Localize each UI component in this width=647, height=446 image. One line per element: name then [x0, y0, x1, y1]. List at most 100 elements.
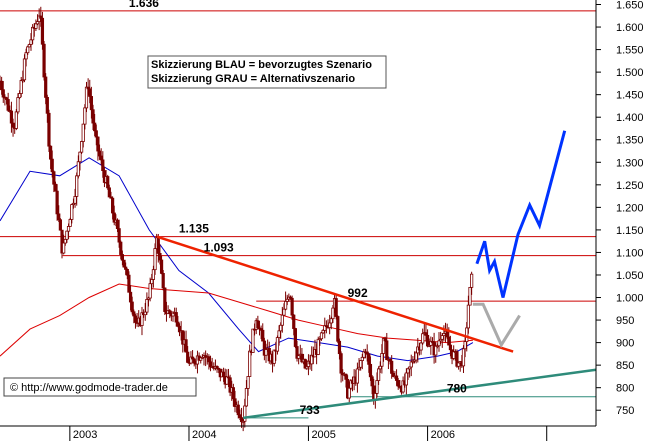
price-bar-body-262 — [425, 334, 430, 347]
price-bar-body-57 — [91, 109, 95, 124]
price-bar-body-28 — [44, 76, 48, 98]
trendline-0 — [156, 235, 514, 353]
price-bar-body-195 — [316, 338, 320, 355]
price-bar-body-10 — [14, 111, 18, 129]
price-bar-body-12 — [17, 93, 22, 99]
y-tick-label-3: 900 — [616, 338, 634, 350]
price-bar-body-106 — [171, 312, 175, 317]
price-bar-body-101 — [163, 287, 167, 312]
level-label-4: 780 — [447, 382, 467, 396]
annotation-line-1: Skizzierung BLAU = bevorzugtes Szenario — [151, 59, 372, 71]
price-bar-body-90 — [145, 299, 149, 313]
copyright-box: © http://www.godmode-trader.de — [3, 377, 197, 397]
copyright-text: © http://www.godmode-trader.de — [10, 382, 168, 394]
price-bar-body-77 — [124, 266, 128, 270]
price-bar-body-250 — [406, 368, 410, 374]
price-bar-body-78 — [125, 269, 129, 276]
y-tick-label-9: 1.200 — [616, 202, 644, 214]
price-bar-body-1 — [0, 80, 4, 91]
price-bar-body-249 — [404, 372, 408, 386]
y-tick-label-5: 1.000 — [616, 293, 644, 305]
price-bar-body-48 — [76, 161, 80, 177]
price-bar-body-82 — [132, 311, 136, 317]
price-bar-body-264 — [429, 341, 433, 346]
price-bar-body-209 — [339, 353, 343, 374]
price-bar-body-267 — [434, 345, 438, 356]
price-bar-body-276 — [448, 344, 453, 351]
price-bar-body-261 — [424, 332, 428, 336]
price-bar-body-13 — [19, 80, 23, 94]
price-bar-body-232 — [377, 368, 381, 381]
level-label-3: 992 — [348, 286, 368, 300]
price-bar-body-39 — [62, 242, 66, 254]
price-bar-body-47 — [75, 175, 79, 197]
price-bar-body-119 — [192, 358, 196, 364]
price-bar-body-212 — [344, 373, 348, 380]
price-bar-body-155 — [251, 328, 255, 353]
price-bar-body-59 — [94, 130, 98, 138]
price-bar-body-234 — [380, 353, 384, 367]
price-bar-body-285 — [463, 341, 467, 350]
price-bar-body-99 — [159, 259, 164, 274]
price-bar-body-235 — [381, 338, 386, 354]
price-bar-body-287 — [466, 304, 470, 329]
price-bar-body-34 — [53, 183, 58, 192]
price-bar-body-87 — [140, 312, 144, 326]
price-bar-body-100 — [161, 272, 165, 289]
price-bar-body-171 — [277, 330, 281, 338]
price-bar-body-63 — [101, 159, 105, 172]
y-tick-label-15: 1.500 — [616, 67, 644, 79]
scenario-line-1 — [472, 302, 521, 349]
price-bar-body-221 — [359, 360, 363, 368]
y-tick-label-14: 1.450 — [616, 90, 644, 102]
price-bar-body-5 — [6, 99, 10, 111]
level-label-1: 1.135 — [179, 222, 209, 236]
y-tick-label-18: 1.650 — [616, 0, 644, 12]
price-bar-body-93 — [150, 279, 154, 285]
price-bar-body-197 — [319, 332, 324, 340]
price-bar-body-67 — [107, 187, 111, 198]
price-bar-body-258 — [419, 342, 423, 351]
price-bar-body-289 — [470, 273, 474, 288]
price-bar-body-60 — [96, 136, 100, 152]
price-bar-body-175 — [283, 300, 288, 310]
y-axis-ticks: 750 800 850 900 950 1.000 1.050 1.100 1.150 1.200… — [596, 0, 644, 417]
price-bar-body-26 — [40, 17, 45, 45]
price-bar-body-288 — [468, 286, 472, 306]
price-bar-body-75 — [120, 254, 124, 261]
price-bar-body-172 — [279, 324, 283, 332]
price-bar-body-173 — [280, 314, 284, 326]
price-bar-body-252 — [409, 361, 413, 368]
price-bar-body-153 — [248, 350, 252, 377]
price-bar-body-202 — [328, 322, 332, 328]
price-bar-body-98 — [158, 253, 162, 261]
price-bar-body-108 — [174, 312, 178, 323]
price-bar-body-284 — [461, 348, 466, 367]
price-bar-body-16 — [24, 52, 28, 60]
price-bar-body-123 — [199, 357, 203, 361]
price-bar-body-143 — [231, 387, 235, 400]
price-bar-body-168 — [272, 349, 276, 364]
price-bar-body-117 — [189, 356, 193, 364]
price-bar-body-49 — [78, 151, 82, 163]
price-bar-body-150 — [243, 405, 247, 422]
price-bar-body-73 — [117, 228, 121, 243]
x-tick-label-0: 2003 — [73, 429, 97, 441]
price-bar-body-95 — [153, 248, 157, 271]
level-labels: 1.636 1.135 1.093 992 780 733 — [129, 0, 467, 417]
price-bar-body-115 — [186, 351, 190, 363]
price-bar-body-161 — [261, 329, 265, 342]
x-axis-ticks: 2003 2004 2005 2006 — [69, 426, 548, 441]
price-bar-body-2 — [1, 89, 5, 98]
price-bar-body-244 — [396, 380, 400, 387]
annotation-box: Skizzierung BLAU = bevorzugtes Szenario … — [147, 55, 387, 89]
y-tick-label-17: 1.600 — [616, 22, 644, 34]
y-tick-label-12: 1.350 — [616, 135, 644, 147]
price-bar-body-46 — [73, 196, 77, 204]
price-bar-body-151 — [244, 388, 249, 407]
price-bar-body-114 — [184, 339, 188, 353]
price-bar-body-92 — [148, 283, 152, 299]
scenario-sketches — [472, 130, 567, 349]
price-bar-body-83 — [133, 315, 138, 323]
